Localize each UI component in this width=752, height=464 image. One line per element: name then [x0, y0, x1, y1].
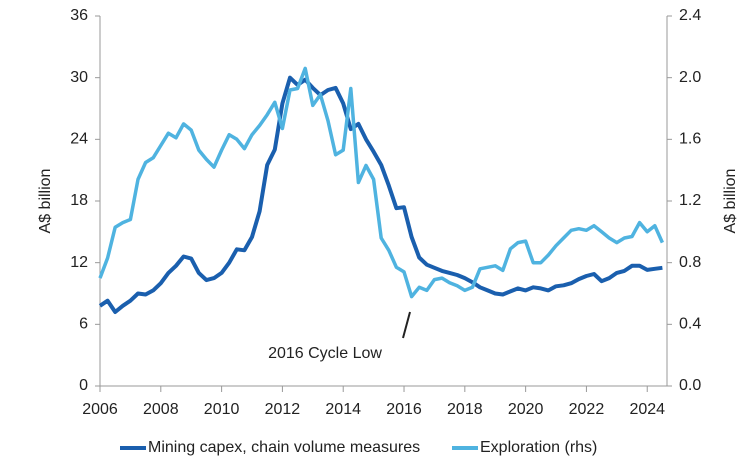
y2-tick-label: 1.2	[679, 192, 701, 209]
x-tick-label: 2006	[82, 401, 118, 418]
y-tick-label: 6	[79, 316, 88, 333]
x-tick-label: 2020	[508, 401, 544, 418]
y2-tick-label: 0.8	[679, 254, 701, 271]
y2-tick-label: 1.6	[679, 131, 701, 148]
x-tick-label: 2016	[386, 401, 422, 418]
y2-tick-label: 2.4	[679, 7, 701, 24]
y2-tick-label: 0.0	[679, 377, 701, 394]
x-tick-label: 2024	[629, 401, 665, 418]
x-tick-label: 2010	[204, 401, 240, 418]
y-tick-label: 0	[79, 377, 88, 394]
series-line	[98, 66, 664, 299]
y-tick-label: 30	[70, 69, 88, 86]
annotation: 2016 Cycle Low	[268, 345, 382, 362]
legend-label: Mining capex, chain volume measures	[148, 439, 420, 456]
annotation-pointer	[402, 311, 411, 339]
y-tick-label: 12	[70, 254, 88, 271]
y2-tick-label: 2.0	[679, 69, 701, 86]
x-tick-label: 2014	[325, 401, 361, 418]
y-tick-label: 18	[70, 192, 88, 209]
legend-label: Exploration (rhs)	[480, 439, 597, 456]
y2-tick-label: 0.4	[679, 316, 701, 333]
y-axis-label: A$ billion	[37, 169, 54, 234]
y-tick-label: 24	[70, 131, 88, 148]
y-tick-label: 36	[70, 7, 88, 24]
x-tick-label: 2008	[143, 401, 179, 418]
y2-axis-label: A$ billion	[722, 169, 739, 234]
series-line	[98, 75, 663, 314]
x-tick-label: 2018	[447, 401, 483, 418]
x-tick-label: 2012	[265, 401, 301, 418]
x-tick-label: 2022	[569, 401, 605, 418]
